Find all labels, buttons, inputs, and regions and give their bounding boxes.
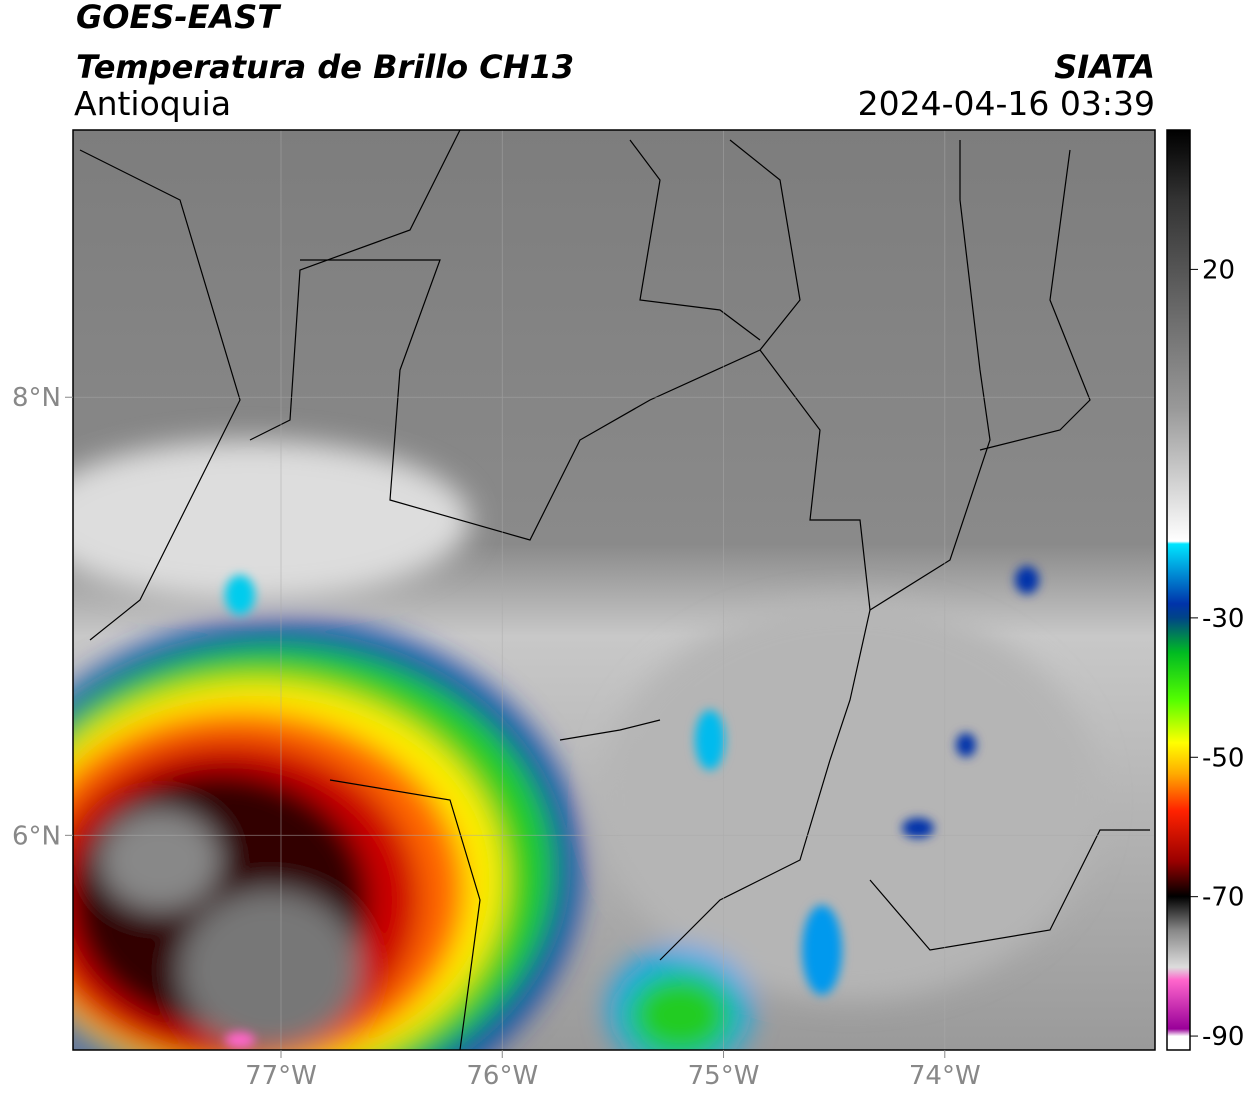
satellite-title: GOES-EAST xyxy=(76,0,281,36)
source: SIATA xyxy=(1054,48,1155,86)
colorbar-tick-label: 20 xyxy=(1202,255,1235,285)
lon-tick-label: 77°W xyxy=(245,1061,317,1091)
colorbar-tick-label: -70 xyxy=(1202,883,1244,913)
colorbar-tick-label: -50 xyxy=(1202,743,1244,773)
lat-tick-label: 6°N xyxy=(12,821,61,851)
satellite-image xyxy=(73,130,1155,1050)
lon-tick-label: 75°W xyxy=(688,1061,760,1091)
colorbar xyxy=(1166,129,1191,1051)
colorbar-tick-label: -90 xyxy=(1202,1022,1244,1052)
lon-tick-label: 76°W xyxy=(466,1061,538,1091)
product-title: Temperatura de Brillo CH13 xyxy=(76,48,574,86)
lat-tick-label: 8°N xyxy=(12,383,61,413)
axes: 77°W 76°W 75°W 74°W 8°N 6°N 20 -30 -50 -70 -90 xyxy=(12,255,1244,1091)
colorbar-tick-label: -30 xyxy=(1202,604,1244,634)
map-frame xyxy=(72,129,1156,1051)
lon-tick-label: 74°W xyxy=(909,1061,981,1091)
region: Antioquia xyxy=(74,84,231,123)
graticule xyxy=(73,130,1155,1050)
datetime: 2024-04-16 03:39 xyxy=(858,84,1155,123)
